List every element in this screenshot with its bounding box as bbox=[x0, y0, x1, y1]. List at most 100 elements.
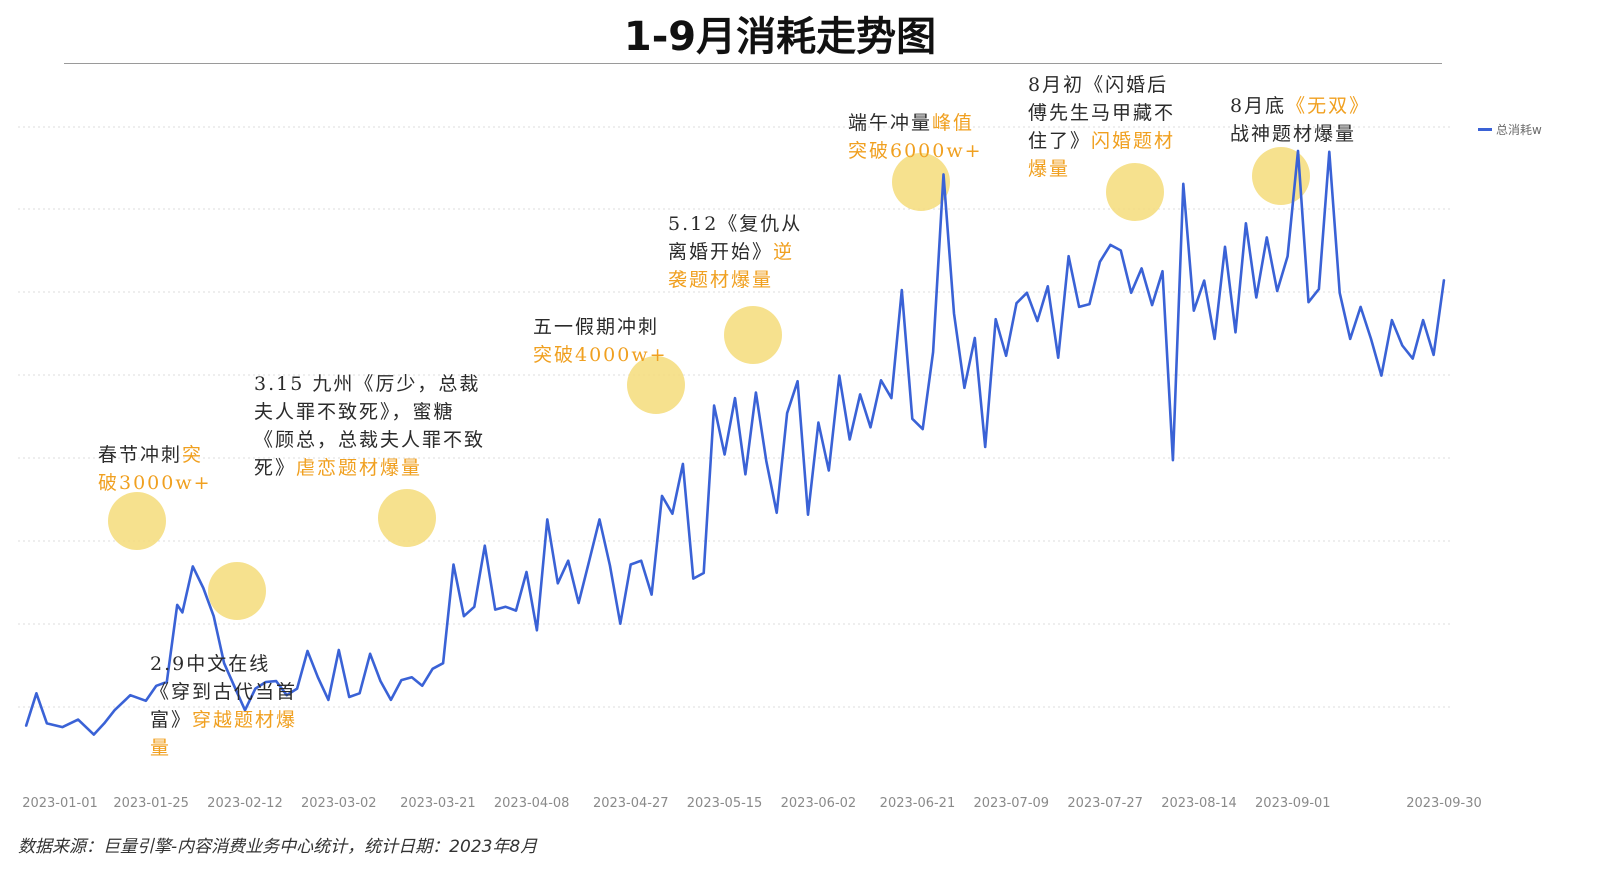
chart-title: 1-9月消耗走势图 bbox=[623, 14, 937, 60]
data-point-85 bbox=[932, 351, 934, 353]
data-point-125 bbox=[1349, 338, 1351, 340]
data-point-12 bbox=[176, 604, 178, 606]
data-point-48 bbox=[546, 518, 549, 521]
x-tick-label: 2023-05-15 bbox=[686, 796, 763, 811]
data-point-9 bbox=[145, 700, 147, 702]
annotation-aug-end: 8月底《无双》 战神题材爆量 bbox=[1230, 95, 1371, 145]
data-point-87 bbox=[953, 312, 955, 315]
data-point-70 bbox=[775, 512, 778, 514]
data-point-92 bbox=[1005, 355, 1007, 357]
data-point-26 bbox=[317, 676, 319, 679]
data-point-31 bbox=[369, 653, 371, 655]
data-point-16 bbox=[212, 615, 215, 617]
data-point-104 bbox=[1130, 292, 1132, 294]
data-point-14 bbox=[192, 565, 194, 568]
data-point-17 bbox=[223, 662, 225, 664]
data-point-15 bbox=[202, 587, 205, 589]
x-tick-label: 2023-03-02 bbox=[301, 796, 377, 811]
data-point-64 bbox=[713, 404, 715, 407]
data-point-115 bbox=[1245, 222, 1247, 225]
legend-swatch bbox=[1478, 128, 1492, 131]
data-point-62 bbox=[692, 577, 695, 580]
data-point-56 bbox=[629, 563, 632, 566]
data-point-22 bbox=[275, 680, 278, 682]
data-point-100 bbox=[1088, 303, 1091, 305]
data-point-44 bbox=[504, 606, 507, 608]
annotation-spring: 春节冲刺突破3000w+ bbox=[98, 444, 212, 494]
data-point-71 bbox=[786, 412, 788, 415]
data-point-41 bbox=[473, 606, 476, 608]
x-tick-label: 2023-09-30 bbox=[1406, 796, 1482, 811]
data-point-80 bbox=[880, 379, 882, 382]
annotation-aug-early: 8月初《闪婚后傅先生马甲藏不住了》闪婚题材爆量 bbox=[1028, 74, 1176, 180]
data-point-46 bbox=[525, 571, 528, 573]
data-point-119 bbox=[1286, 255, 1289, 257]
data-point-2 bbox=[46, 722, 48, 725]
data-point-132 bbox=[1422, 319, 1424, 321]
x-tick-label: 2023-01-25 bbox=[113, 796, 189, 811]
title-divider bbox=[64, 63, 1442, 64]
x-tick-label: 2023-04-08 bbox=[493, 796, 570, 811]
data-point-40 bbox=[463, 615, 465, 617]
data-point-59 bbox=[661, 495, 663, 497]
data-point-112 bbox=[1213, 338, 1216, 340]
data-point-55 bbox=[619, 622, 622, 625]
x-tick-label: 2023-08-14 bbox=[1161, 796, 1237, 811]
data-point-65 bbox=[723, 453, 726, 456]
data-point-108 bbox=[1172, 459, 1174, 462]
data-point-97 bbox=[1057, 356, 1059, 359]
annotation-may12: 5.12《复仇从离婚开始》逆袭题材爆量 bbox=[668, 213, 803, 291]
gridlines bbox=[18, 126, 1452, 708]
data-point-93 bbox=[1015, 302, 1018, 305]
data-point-122 bbox=[1318, 288, 1320, 290]
data-point-124 bbox=[1338, 292, 1341, 294]
data-point-129 bbox=[1391, 319, 1393, 321]
data-point-19 bbox=[244, 709, 246, 711]
data-point-72 bbox=[796, 380, 799, 383]
data-point-60 bbox=[671, 512, 674, 515]
x-tick-label: 2023-03-21 bbox=[400, 796, 476, 811]
data-point-58 bbox=[650, 593, 653, 596]
data-point-7 bbox=[113, 709, 116, 711]
data-point-82 bbox=[901, 289, 903, 291]
x-tick-label: 2023-01-01 bbox=[22, 796, 98, 811]
x-tick-label: 2023-04-27 bbox=[592, 796, 669, 811]
data-point-101 bbox=[1099, 261, 1101, 263]
data-point-131 bbox=[1411, 357, 1414, 360]
data-point-90 bbox=[984, 446, 986, 448]
x-tick-label: 2023-09-01 bbox=[1255, 796, 1331, 811]
data-point-52 bbox=[588, 560, 590, 563]
x-tick-label: 2023-07-09 bbox=[973, 796, 1050, 811]
data-point-110 bbox=[1193, 309, 1195, 312]
data-point-54 bbox=[609, 564, 611, 567]
data-point-133 bbox=[1432, 354, 1435, 356]
data-point-51 bbox=[577, 602, 580, 604]
data-point-128 bbox=[1380, 374, 1383, 377]
annotation-mar15: 3.15 九州《厉少，总裁夫人罪不致死》，蜜糖《顾总，总裁夫人罪不致死》虐恋题材… bbox=[254, 373, 486, 479]
data-point-27 bbox=[327, 699, 330, 701]
data-point-66 bbox=[734, 397, 736, 399]
data-point-105 bbox=[1140, 267, 1143, 270]
data-point-84 bbox=[921, 428, 924, 430]
annotation-feb9: 2.9中文在线《穿到古代当首富》穿越题材爆量 bbox=[150, 653, 298, 759]
data-point-1 bbox=[35, 692, 38, 695]
highlight-circle-4 bbox=[724, 306, 782, 364]
data-point-99 bbox=[1078, 306, 1080, 308]
data-point-83 bbox=[911, 418, 914, 420]
data-point-10 bbox=[155, 685, 158, 687]
annotation-may1: 五一假期冲刺突破4000w+ bbox=[533, 316, 668, 366]
highlight-circle-6 bbox=[1106, 163, 1164, 221]
x-tick-label: 2023-07-27 bbox=[1067, 796, 1143, 811]
data-point-123 bbox=[1328, 151, 1331, 153]
data-point-34 bbox=[400, 679, 403, 681]
data-point-111 bbox=[1203, 279, 1205, 282]
data-point-102 bbox=[1109, 244, 1112, 246]
data-point-25 bbox=[306, 650, 309, 652]
data-point-78 bbox=[859, 393, 861, 396]
data-point-126 bbox=[1359, 306, 1362, 308]
data-point-42 bbox=[484, 544, 486, 547]
data-point-116 bbox=[1255, 296, 1258, 299]
source-note: 数据来源：巨量引擎-内容消费业务中心统计，统计日期：2023年8月 bbox=[18, 837, 538, 857]
x-tick-label: 2023-06-02 bbox=[780, 796, 857, 811]
data-point-21 bbox=[265, 681, 267, 683]
